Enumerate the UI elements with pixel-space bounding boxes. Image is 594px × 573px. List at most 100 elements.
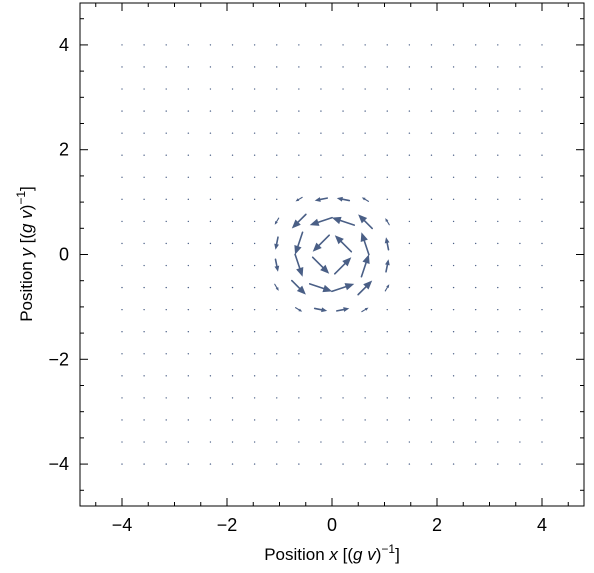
vector-arrow	[187, 220, 190, 223]
vector-arrow	[231, 353, 234, 355]
vector-arrow	[497, 375, 499, 377]
vector-arrow	[276, 441, 278, 443]
vector-arrow	[452, 264, 455, 267]
vector-arrow	[519, 44, 521, 46]
vector-arrow	[253, 132, 256, 134]
vector-arrow	[430, 66, 433, 68]
vector-arrow	[121, 441, 123, 443]
vector-arrow	[274, 217, 280, 225]
vector-arrow	[165, 441, 167, 443]
vector-arrow	[497, 353, 499, 355]
vector-arrow	[497, 419, 499, 421]
vector-arrow	[342, 353, 344, 355]
vector-arrow	[209, 154, 212, 156]
vector-arrow	[497, 308, 499, 311]
vector-arrow	[143, 308, 145, 311]
vector-arrow	[231, 66, 234, 68]
y-tick-label: 0	[59, 245, 69, 265]
vector-arrow	[474, 110, 477, 112]
vector-arrow	[253, 44, 256, 46]
vector-arrow	[386, 154, 388, 156]
vector-arrow	[430, 375, 433, 377]
vector-arrow	[298, 463, 300, 465]
vector-arrow	[408, 66, 411, 68]
vector-arrow	[452, 419, 455, 421]
vector-arrow	[408, 44, 411, 46]
vector-arrow	[209, 198, 212, 201]
vector-arrow	[342, 375, 344, 377]
vector-arrow	[474, 88, 477, 90]
vector-arrow	[320, 441, 322, 443]
vector-arrow	[408, 419, 411, 421]
vector-arrow	[276, 132, 278, 134]
y-tick-label: 2	[59, 140, 69, 160]
vector-arrow	[276, 44, 278, 46]
vector-arrow	[253, 198, 256, 201]
x-tick-label: −2	[217, 515, 238, 535]
y-tick-label: −4	[48, 454, 69, 474]
vector-arrow	[231, 463, 234, 465]
vector-arrow	[253, 110, 256, 112]
vector-arrow	[519, 132, 521, 134]
vector-arrow	[187, 176, 190, 178]
vector-arrow	[209, 441, 212, 443]
vector-arrow	[386, 88, 388, 90]
vector-arrow	[143, 154, 145, 156]
vector-arrow	[165, 353, 167, 355]
vector-arrow	[519, 419, 521, 421]
vector-arrow	[541, 375, 543, 377]
vector-arrow	[386, 44, 388, 46]
vector-arrow	[209, 375, 212, 377]
vector-arrow	[342, 441, 344, 443]
vector-arrow	[209, 331, 212, 333]
vector-arrow	[386, 463, 388, 465]
vector-arrow	[231, 132, 234, 134]
vector-arrow	[474, 242, 477, 245]
vector-arrow	[519, 331, 521, 333]
vector-arrow	[276, 308, 278, 311]
vector-arrow	[408, 397, 411, 399]
vector-arrow	[386, 397, 388, 399]
vector-arrow	[336, 196, 351, 202]
vector-arrow	[452, 308, 455, 311]
vector-arrow	[187, 44, 190, 46]
vector-arrow	[143, 88, 145, 90]
vector-arrow	[541, 176, 543, 178]
vector-arrow	[276, 176, 278, 178]
vector-arrow	[143, 375, 145, 377]
vector-arrow	[408, 198, 411, 201]
vector-arrow	[497, 66, 499, 68]
vector-arrow	[312, 234, 330, 252]
vector-arrow	[408, 176, 411, 178]
vector-arrow	[408, 463, 411, 465]
vector-arrow	[320, 132, 322, 134]
vector-arrow	[408, 441, 411, 443]
vector-arrow	[541, 397, 543, 399]
vector-arrow	[231, 220, 234, 223]
vector-arrow	[430, 397, 433, 399]
arrow-layer	[121, 44, 543, 465]
vector-arrow	[361, 197, 370, 202]
vector-arrow	[165, 264, 167, 267]
vector-arrow	[386, 66, 388, 68]
vector-arrow	[408, 154, 411, 156]
vector-arrow	[519, 286, 521, 289]
vector-arrow	[497, 242, 499, 245]
vector-arrow	[165, 176, 167, 178]
vector-arrow	[430, 220, 433, 223]
vector-arrow	[474, 375, 477, 377]
vector-arrow	[331, 216, 356, 226]
vector-arrow	[497, 44, 499, 46]
vector-arrow	[342, 110, 344, 112]
vector-arrow	[121, 110, 123, 112]
vector-arrow	[385, 218, 390, 226]
vector-arrow	[342, 463, 344, 465]
vector-arrow	[314, 197, 328, 202]
vector-arrow	[231, 375, 234, 377]
vector-arrow	[474, 176, 477, 178]
vector-arrow	[320, 331, 322, 333]
vector-arrow	[474, 419, 477, 421]
vector-arrow	[430, 44, 433, 46]
vector-arrow	[320, 419, 322, 421]
vector-arrow	[364, 154, 366, 156]
